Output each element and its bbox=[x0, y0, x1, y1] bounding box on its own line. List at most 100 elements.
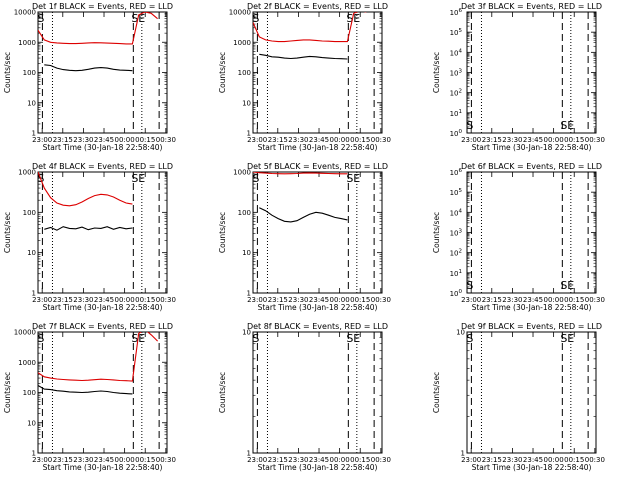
y-tick-label: 1000 bbox=[233, 169, 251, 177]
y-tick-label: 10000 bbox=[229, 9, 251, 17]
y-tick-label: 105 bbox=[450, 188, 463, 197]
x-tick-label: 00:00 bbox=[330, 456, 350, 464]
x-tick-label: 23:00 bbox=[32, 296, 52, 304]
end-marker-label: SE bbox=[560, 332, 574, 345]
series-line-events bbox=[38, 385, 133, 395]
x-tick-label: 00:30 bbox=[585, 296, 605, 304]
y-tick-label: 100 bbox=[450, 289, 463, 298]
x-tick-label: 23:30 bbox=[502, 136, 522, 144]
x-tick-label: 00:15 bbox=[135, 136, 155, 144]
x-tick-label: 23:15 bbox=[53, 136, 73, 144]
end-marker-label: SE bbox=[346, 12, 360, 25]
x-tick-label: 00:15 bbox=[564, 456, 584, 464]
y-tick-label: 100 bbox=[23, 69, 36, 77]
x-tick-label: 23:00 bbox=[461, 456, 481, 464]
detector-panel-3: Det 3f BLACK = Events, RED = LLD 100 101 10… bbox=[432, 2, 605, 152]
y-tick-label: 102 bbox=[450, 89, 462, 98]
y-axis-label: Counts/sec bbox=[3, 212, 12, 253]
end-marker-label: SE bbox=[560, 119, 574, 132]
start-marker-label: S bbox=[252, 12, 259, 25]
x-tick-label: 00:30 bbox=[371, 456, 391, 464]
x-tick-label: 23:00 bbox=[247, 136, 267, 144]
detector-panel-6: Det 6f BLACK = Events, RED = LLD 100 101 10… bbox=[432, 162, 605, 312]
plot-frame bbox=[37, 11, 168, 134]
y-axis-label: Counts/sec bbox=[218, 212, 227, 253]
plot-frame bbox=[466, 11, 597, 134]
start-marker-label: S bbox=[252, 172, 259, 185]
y-tick-label: 1 bbox=[247, 290, 251, 298]
x-axis-label: Start Time (30-Jan-18 22:58:40) bbox=[43, 143, 163, 152]
x-tick-label: 23:00 bbox=[461, 296, 481, 304]
x-tick-label: 23:45 bbox=[94, 136, 114, 144]
x-tick-label: 23:15 bbox=[268, 136, 288, 144]
x-tick-label: 00:15 bbox=[350, 136, 370, 144]
panel-title: Det 9f BLACK = Events, RED = LLD bbox=[461, 322, 602, 331]
start-marker-label: S bbox=[37, 332, 44, 345]
detector-panel-1: Det 1f BLACK = Events, RED = LLD 1 10 100 10… bbox=[3, 2, 176, 152]
y-tick-label: 1 bbox=[461, 450, 465, 458]
end-marker-label: SE bbox=[346, 172, 360, 185]
panel-title: Det 7f BLACK = Events, RED = LLD bbox=[32, 322, 173, 331]
x-tick-label: 23:45 bbox=[309, 456, 329, 464]
plot-frame bbox=[466, 171, 597, 294]
x-tick-label: 23:45 bbox=[309, 136, 329, 144]
panel-title: Det 8f BLACK = Events, RED = LLD bbox=[247, 322, 388, 331]
y-tick-label: 102 bbox=[450, 249, 462, 258]
x-tick-label: 23:45 bbox=[309, 296, 329, 304]
y-tick-label: 100 bbox=[238, 209, 251, 217]
plot-frame bbox=[37, 331, 168, 454]
series-line-events bbox=[44, 64, 133, 72]
panel-title: Det 6f BLACK = Events, RED = LLD bbox=[461, 162, 602, 171]
y-tick-label: 101 bbox=[450, 269, 462, 278]
x-tick-label: 00:15 bbox=[564, 136, 584, 144]
x-tick-label: 23:15 bbox=[482, 136, 502, 144]
detector-panel-2: Det 2f BLACK = Events, RED = LLD 1 10 100 10… bbox=[218, 2, 391, 152]
y-tick-label: 10000 bbox=[14, 329, 36, 337]
panel-title: Det 4f BLACK = Events, RED = LLD bbox=[32, 162, 173, 171]
x-tick-label: 00:30 bbox=[156, 456, 176, 464]
end-marker-label: SE bbox=[560, 279, 574, 292]
x-tick-label: 23:45 bbox=[523, 296, 543, 304]
x-tick-label: 23:30 bbox=[288, 296, 308, 304]
x-tick-label: 23:30 bbox=[73, 296, 93, 304]
x-tick-label: 23:15 bbox=[482, 296, 502, 304]
detector-panel-9: Det 9f BLACK = Events, RED = LLD 1 10 23:00… bbox=[432, 322, 605, 472]
detector-panel-5: Det 5f BLACK = Events, RED = LLD 1 10 100 10… bbox=[218, 162, 391, 312]
y-tick-label: 1000 bbox=[18, 39, 36, 47]
panel-title: Det 2f BLACK = Events, RED = LLD bbox=[247, 2, 388, 11]
y-tick-label: 104 bbox=[450, 48, 463, 57]
x-axis-label: Start Time (30-Jan-18 22:58:40) bbox=[258, 143, 378, 152]
x-axis-label: Start Time (30-Jan-18 22:58:40) bbox=[43, 463, 163, 472]
y-tick-label: 10 bbox=[242, 329, 251, 337]
y-tick-label: 10 bbox=[456, 329, 465, 337]
y-tick-label: 1000 bbox=[18, 169, 36, 177]
x-tick-label: 23:30 bbox=[502, 456, 522, 464]
x-tick-label: 23:15 bbox=[268, 296, 288, 304]
y-axis-label: Counts/sec bbox=[218, 52, 227, 93]
series-line-events bbox=[259, 53, 348, 60]
x-tick-label: 00:00 bbox=[115, 456, 135, 464]
x-tick-label: 00:30 bbox=[371, 296, 391, 304]
start-marker-label: S bbox=[466, 332, 473, 345]
x-tick-label: 23:00 bbox=[32, 136, 52, 144]
series-line-events bbox=[259, 207, 348, 223]
x-tick-label: 00:30 bbox=[585, 456, 605, 464]
y-tick-label: 10 bbox=[242, 99, 251, 107]
x-tick-label: 00:00 bbox=[115, 136, 135, 144]
y-tick-label: 1 bbox=[32, 130, 36, 138]
x-tick-label: 23:45 bbox=[523, 136, 543, 144]
y-axis-label: Counts/sec bbox=[3, 52, 12, 93]
panel-title: Det 5f BLACK = Events, RED = LLD bbox=[247, 162, 388, 171]
end-marker-label: SE bbox=[131, 172, 145, 185]
panel-title: Det 3f BLACK = Events, RED = LLD bbox=[461, 2, 602, 11]
y-tick-label: 106 bbox=[450, 8, 463, 17]
x-tick-label: 00:15 bbox=[564, 296, 584, 304]
x-tick-label: 00:15 bbox=[350, 296, 370, 304]
y-axis-label: Counts/sec bbox=[218, 372, 227, 413]
x-tick-label: 23:15 bbox=[53, 296, 73, 304]
x-tick-label: 23:30 bbox=[288, 456, 308, 464]
x-axis-label: Start Time (30-Jan-18 22:58:40) bbox=[258, 463, 378, 472]
x-tick-label: 00:15 bbox=[350, 456, 370, 464]
detector-panel-4: Det 4f BLACK = Events, RED = LLD 1 10 100 10… bbox=[3, 162, 176, 312]
